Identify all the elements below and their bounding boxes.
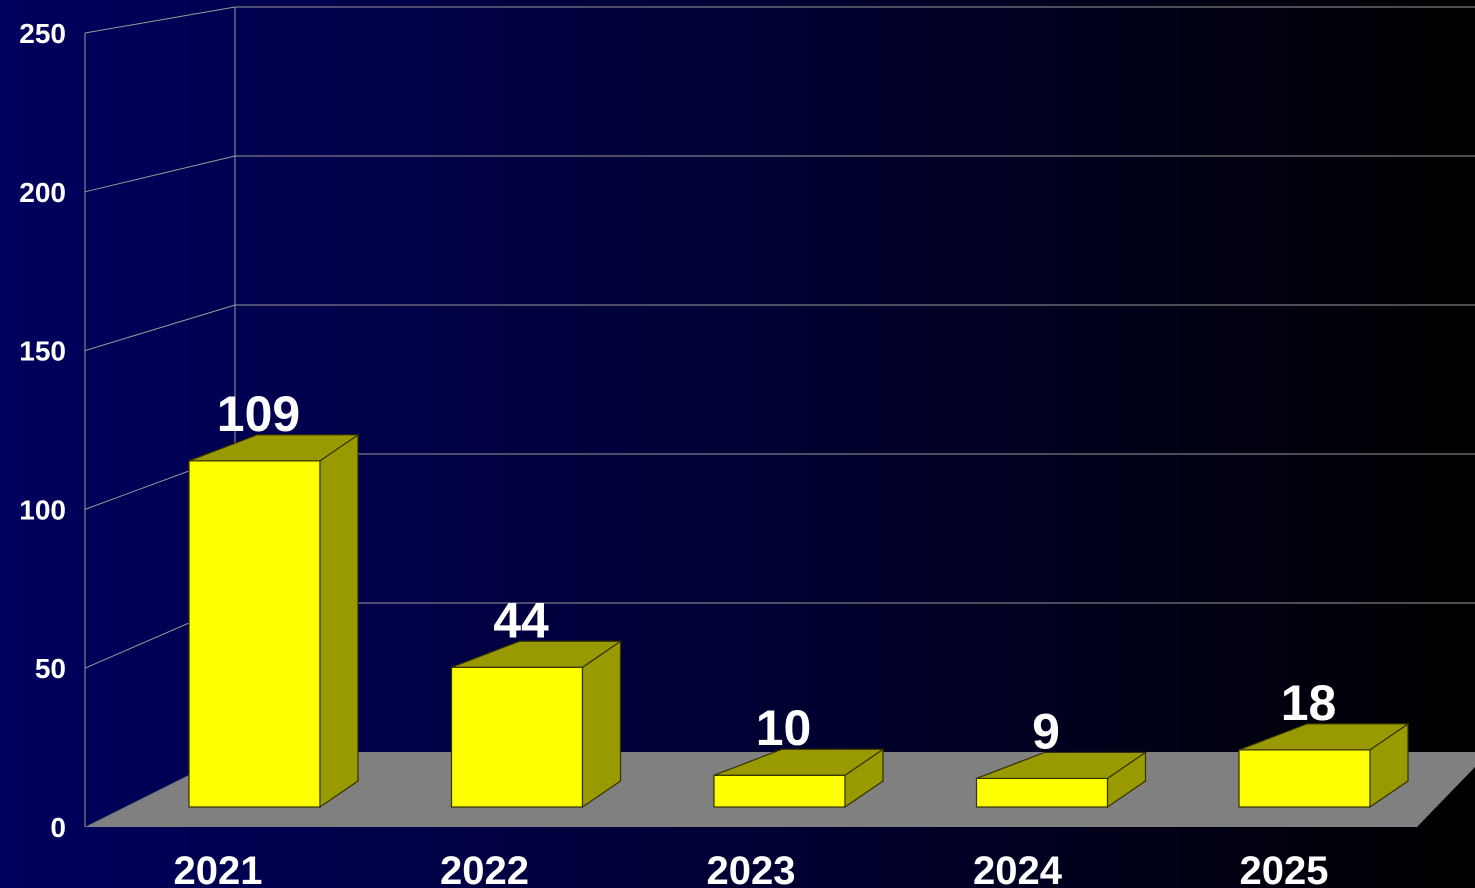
y-tick-label: 100 (19, 494, 66, 525)
data-label: 109 (217, 386, 300, 442)
y-tick-label: 150 (19, 336, 66, 367)
bar-front (450, 666, 584, 808)
y-tick-label: 250 (19, 18, 66, 49)
bar-front (713, 774, 846, 808)
x-tick-label: 2025 (1240, 849, 1329, 888)
x-tick-label: 2024 (973, 849, 1063, 888)
x-tick-label: 2021 (174, 849, 263, 888)
gridline-side-250 (84, 6, 236, 34)
bar-side (319, 433, 359, 809)
bar-front (188, 460, 321, 808)
x-axis-labels: 2021 2022 2023 2024 2025 (174, 849, 1329, 888)
data-label: 18 (1281, 675, 1337, 731)
x-tick-label: 2023 (707, 849, 796, 888)
bar-top (976, 751, 1148, 780)
bar-front (975, 777, 1109, 808)
y-tick-label: 50 (35, 653, 66, 684)
bar-front (1238, 749, 1371, 808)
data-label: 10 (756, 700, 812, 756)
y-axis-ticks: 0 50 100 150 200 250 (19, 18, 66, 843)
bar-2023 (713, 748, 885, 809)
bar-top (713, 748, 885, 776)
gridline-side-150 (84, 304, 236, 352)
bars (188, 433, 1410, 809)
gridline-side-200 (84, 155, 236, 193)
y-tick-label: 200 (19, 177, 66, 208)
y-tick-label: 0 (50, 812, 66, 843)
bar-2021 (188, 433, 360, 809)
data-label: 44 (493, 592, 549, 648)
bar-top (1238, 723, 1410, 751)
bar-2024 (975, 751, 1148, 809)
bar-side (581, 640, 622, 809)
bar-2022 (450, 640, 623, 809)
bar-top (451, 640, 623, 668)
gridlines (84, 6, 1475, 669)
bar-2025 (1238, 722, 1410, 809)
x-tick-label: 2022 (440, 849, 529, 888)
data-label: 9 (1032, 703, 1060, 759)
bar-top (188, 434, 360, 462)
